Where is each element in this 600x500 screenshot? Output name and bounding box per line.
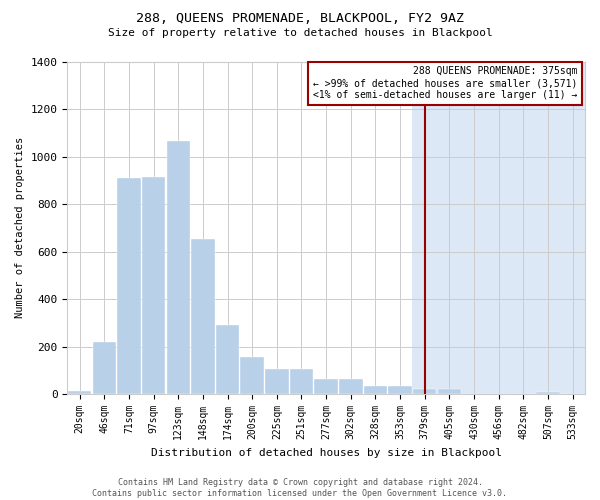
Text: Contains HM Land Registry data © Crown copyright and database right 2024.
Contai: Contains HM Land Registry data © Crown c…	[92, 478, 508, 498]
Bar	[413, 390, 436, 394]
Bar	[142, 177, 165, 394]
Bar	[412, 62, 585, 394]
Bar	[364, 386, 387, 394]
Bar	[68, 390, 91, 394]
Bar	[216, 326, 239, 394]
Bar	[167, 141, 190, 394]
Bar	[290, 369, 313, 394]
Bar	[339, 378, 362, 394]
Y-axis label: Number of detached properties: Number of detached properties	[15, 137, 25, 318]
Bar	[241, 358, 264, 394]
Bar	[191, 238, 215, 394]
X-axis label: Distribution of detached houses by size in Blackpool: Distribution of detached houses by size …	[151, 448, 502, 458]
Bar	[117, 178, 140, 394]
Bar	[92, 342, 116, 394]
Bar	[437, 390, 461, 394]
Text: Size of property relative to detached houses in Blackpool: Size of property relative to detached ho…	[107, 28, 493, 38]
Text: 288 QUEENS PROMENADE: 375sqm
← >99% of detached houses are smaller (3,571)
<1% o: 288 QUEENS PROMENADE: 375sqm ← >99% of d…	[313, 66, 577, 100]
Bar	[314, 378, 338, 394]
Text: 288, QUEENS PROMENADE, BLACKPOOL, FY2 9AZ: 288, QUEENS PROMENADE, BLACKPOOL, FY2 9A…	[136, 12, 464, 26]
Bar	[388, 386, 412, 394]
Bar	[265, 369, 289, 394]
Bar	[536, 392, 560, 394]
